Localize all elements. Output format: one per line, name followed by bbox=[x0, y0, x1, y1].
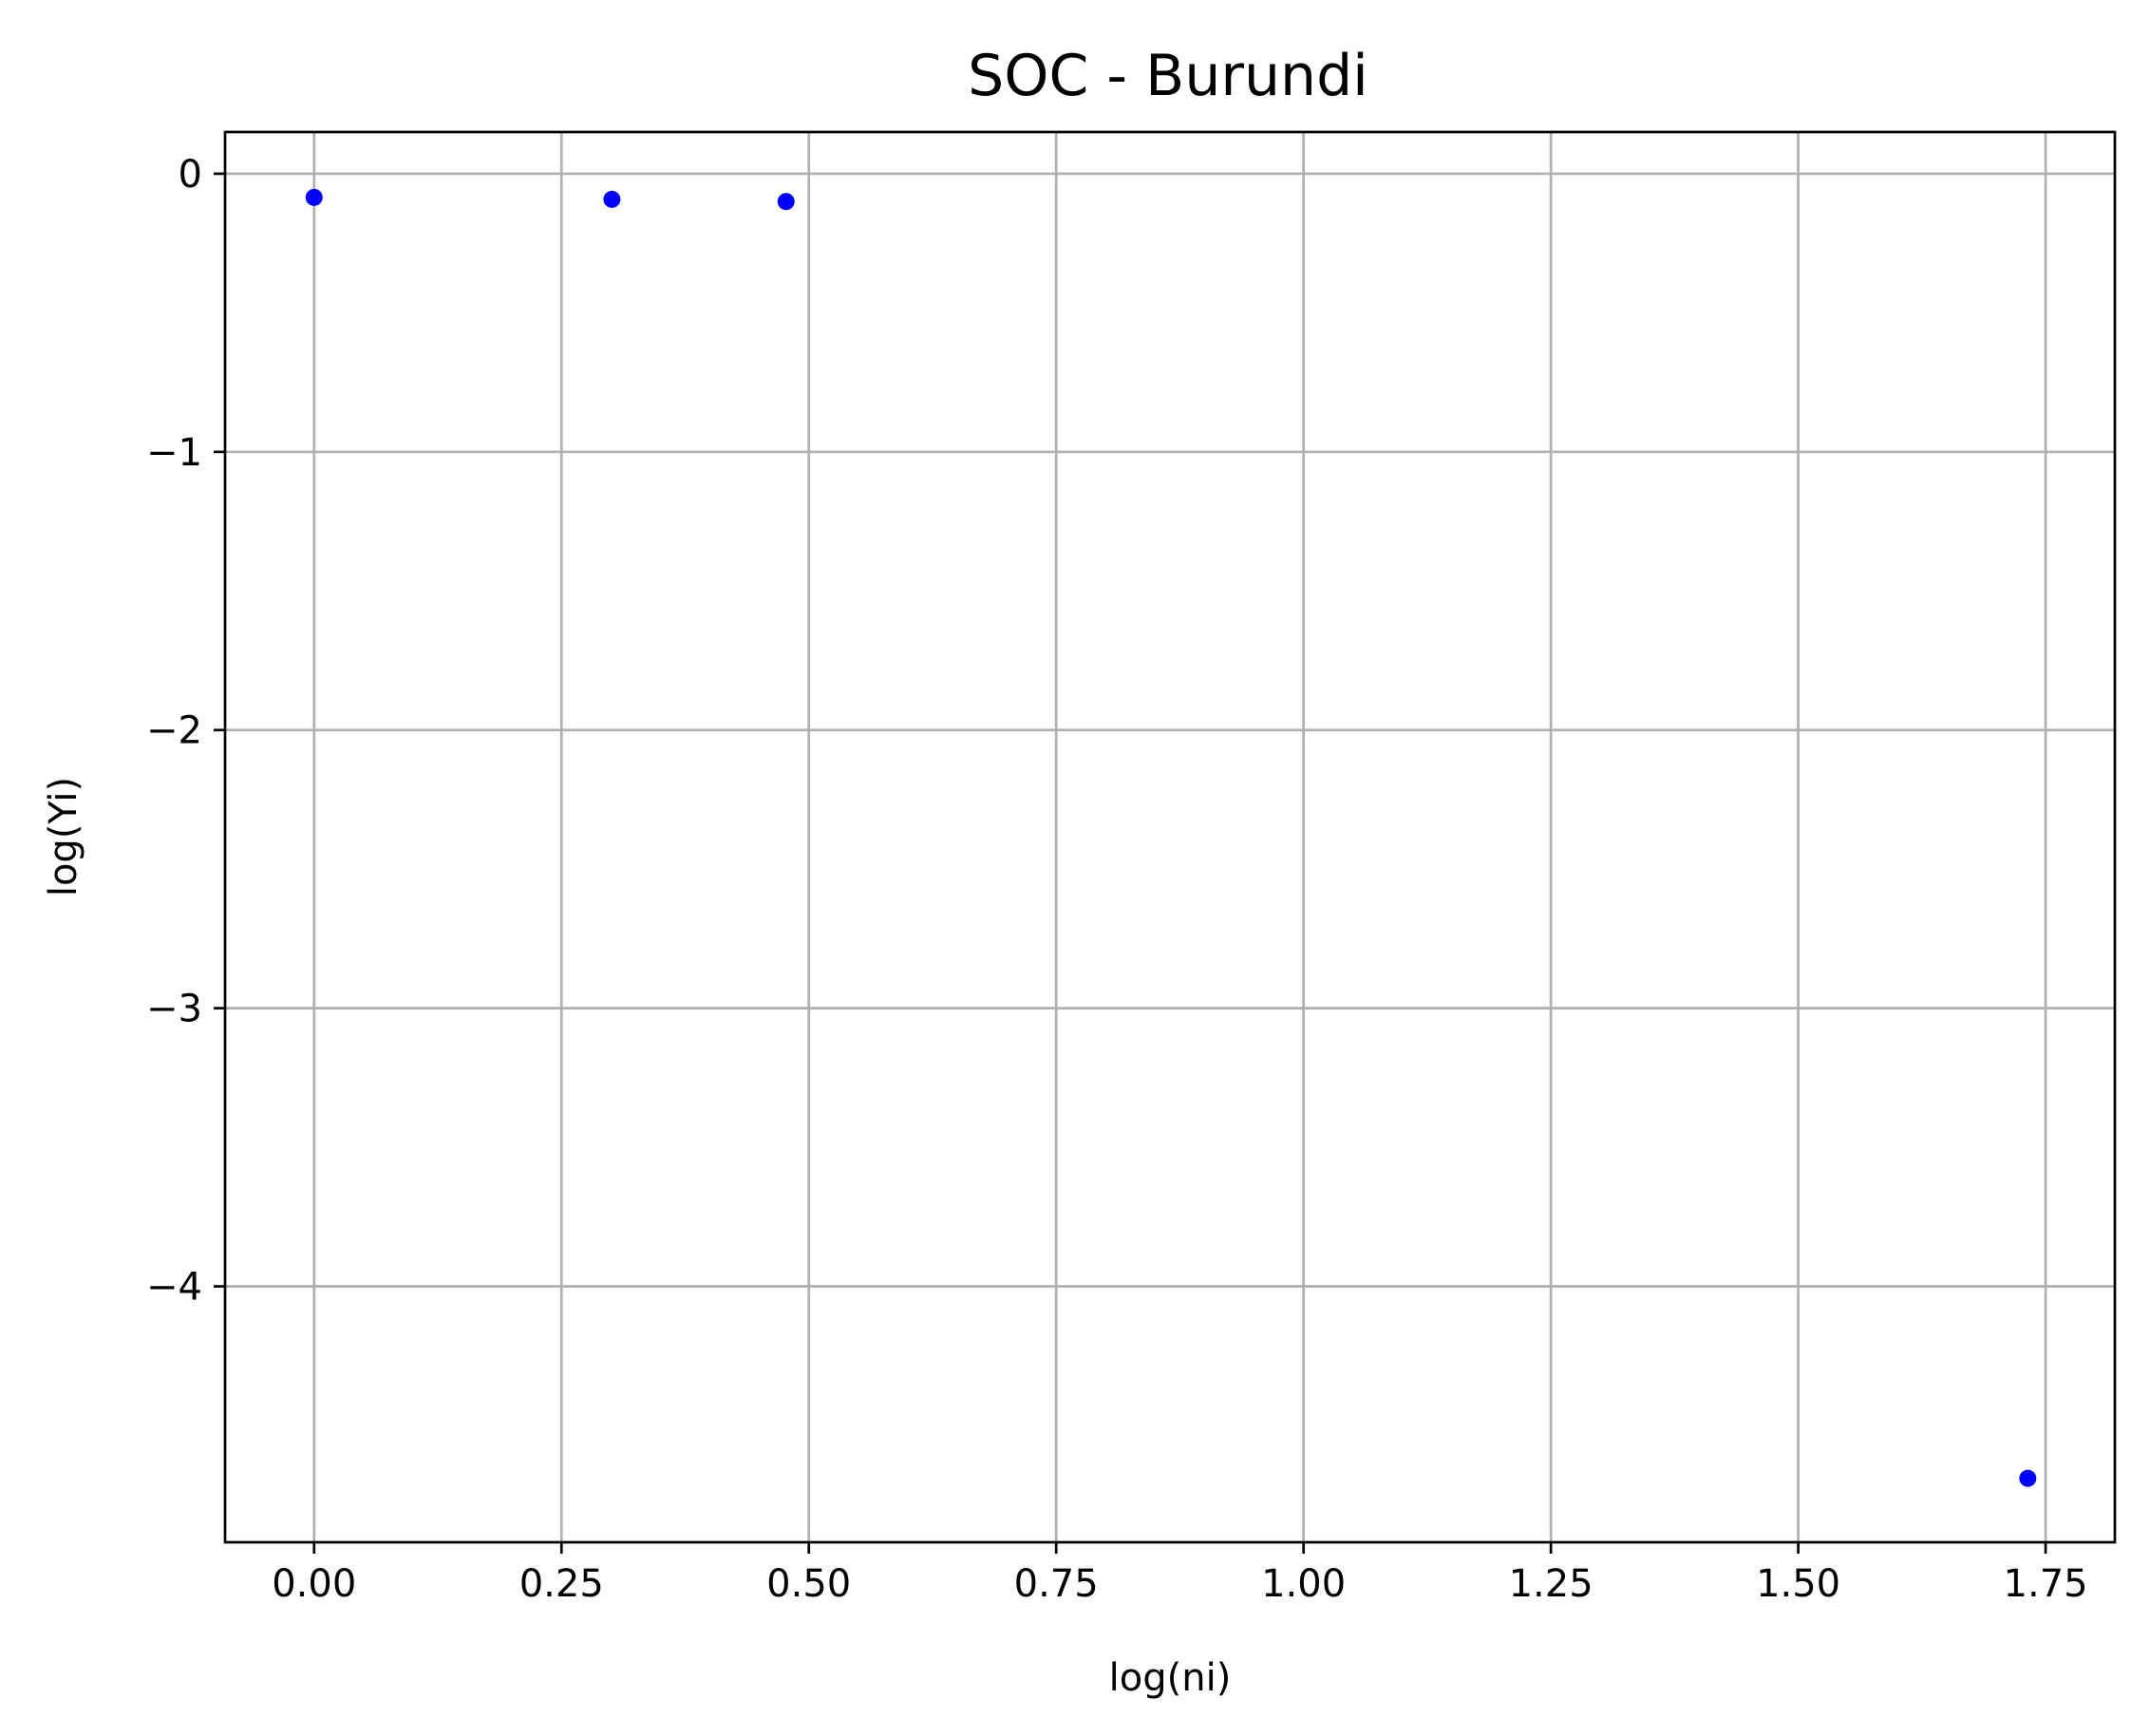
y-tick-label: −3 bbox=[146, 988, 202, 1031]
y-axis-label: log(Yi) bbox=[42, 777, 85, 896]
x-tick-labels: 0.00 0.25 0.50 0.75 1.00 1.25 1.50 1.75 bbox=[272, 1562, 2087, 1606]
chart-title: SOC - Burundi bbox=[968, 43, 1368, 109]
x-tick-label: 1.50 bbox=[1756, 1562, 1840, 1606]
axis-ticks bbox=[214, 172, 2047, 1554]
y-tick-labels: 0 −1 −2 −3 −4 bbox=[146, 153, 202, 1310]
x-tick-label: 0.75 bbox=[1014, 1562, 1099, 1606]
data-points bbox=[305, 188, 2037, 1487]
data-point bbox=[2019, 1469, 2037, 1487]
data-point bbox=[777, 193, 795, 211]
data-point bbox=[603, 190, 621, 208]
x-tick-label: 0.25 bbox=[519, 1562, 604, 1606]
x-tick-label: 1.25 bbox=[1509, 1562, 1594, 1606]
x-tick-label: 0.00 bbox=[272, 1562, 356, 1606]
x-tick-label: 1.75 bbox=[2004, 1562, 2088, 1606]
x-tick-label: 0.50 bbox=[766, 1562, 851, 1606]
x-axis-label: log(ni) bbox=[1109, 1656, 1232, 1700]
x-tick-label: 1.00 bbox=[1261, 1562, 1346, 1606]
plot-frame bbox=[223, 130, 2117, 1544]
grid bbox=[225, 132, 2115, 1542]
y-tick-label: −4 bbox=[146, 1266, 202, 1310]
data-point bbox=[305, 188, 323, 206]
y-tick-label: 0 bbox=[179, 153, 202, 197]
y-tick-label: −1 bbox=[146, 431, 202, 475]
y-tick-label: −2 bbox=[146, 709, 202, 753]
